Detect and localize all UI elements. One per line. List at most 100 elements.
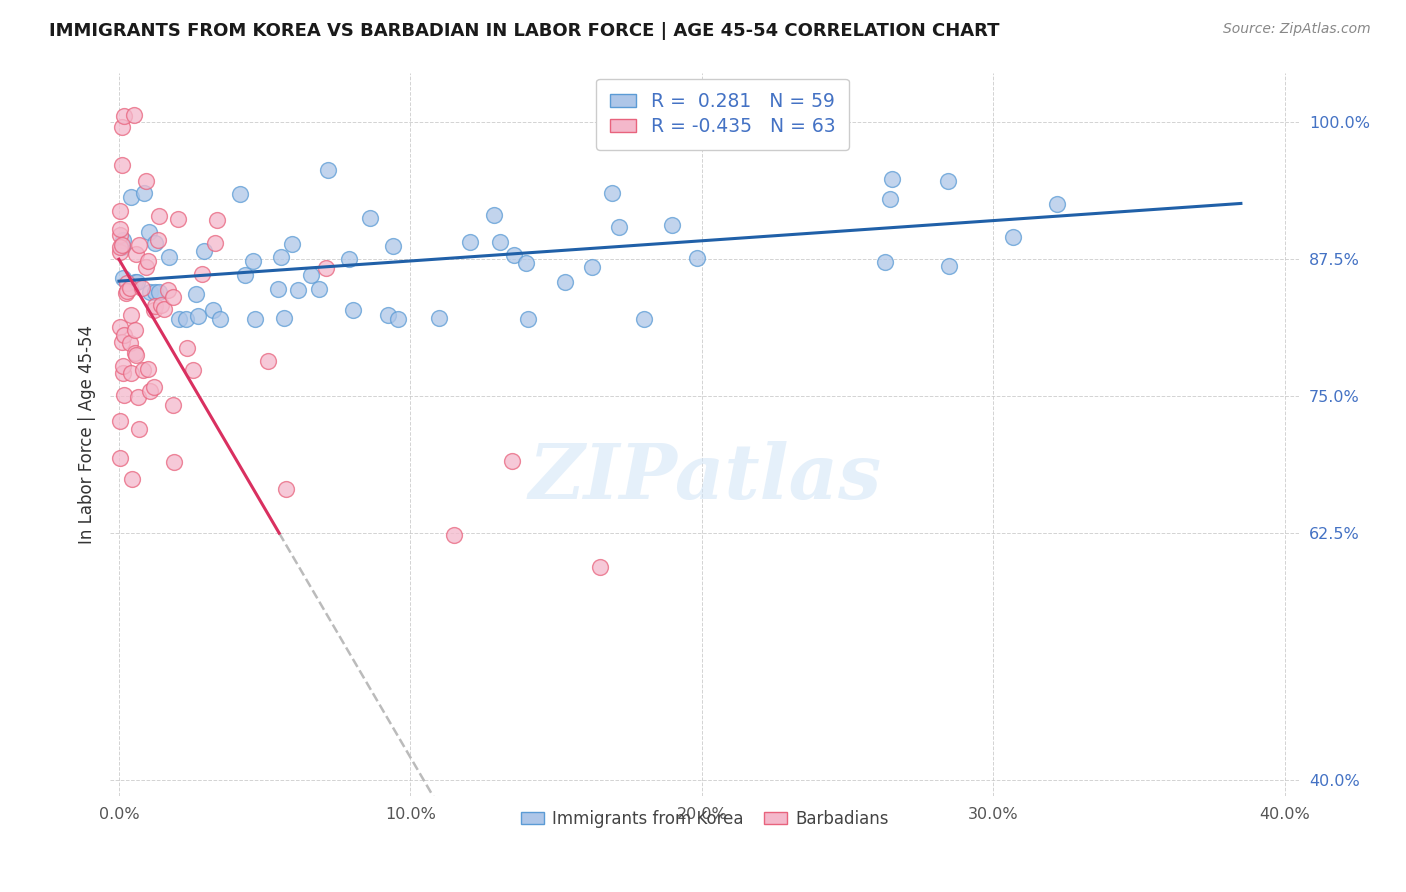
Point <box>267 282 290 296</box>
Point <box>273 310 295 325</box>
Point <box>875 254 897 268</box>
Point <box>554 275 576 289</box>
Point <box>110 240 132 254</box>
Point <box>1002 230 1025 244</box>
Point <box>127 390 149 404</box>
Point <box>149 298 172 312</box>
Point <box>337 252 360 267</box>
Point <box>110 320 132 334</box>
Point <box>110 203 132 218</box>
Point <box>205 213 228 227</box>
Point <box>242 253 264 268</box>
Point <box>184 287 207 301</box>
Point <box>148 285 170 299</box>
Point <box>257 354 280 368</box>
Point <box>121 472 143 486</box>
Point <box>120 308 142 322</box>
Point <box>270 250 292 264</box>
Point <box>879 192 901 206</box>
Point <box>135 260 157 275</box>
Point <box>112 388 135 402</box>
Point <box>110 244 132 259</box>
Point <box>142 379 165 393</box>
Point <box>111 238 134 252</box>
Point <box>176 312 198 326</box>
Point <box>111 334 134 349</box>
Point <box>359 211 381 225</box>
Point <box>443 528 465 542</box>
Point <box>281 236 304 251</box>
Text: ZIPatlas: ZIPatlas <box>529 441 882 515</box>
Point <box>377 309 399 323</box>
Point <box>124 323 146 337</box>
Point <box>112 327 135 342</box>
Point <box>204 236 226 251</box>
Point <box>208 312 231 326</box>
Point <box>131 281 153 295</box>
Point <box>299 268 322 282</box>
Point <box>134 174 156 188</box>
Point <box>124 275 146 289</box>
Point <box>139 384 162 398</box>
Point <box>202 302 225 317</box>
Point <box>382 239 405 253</box>
Point <box>136 253 159 268</box>
Point <box>193 244 215 259</box>
Point <box>139 285 162 300</box>
Point <box>166 211 188 226</box>
Point <box>589 560 612 574</box>
Point <box>661 218 683 232</box>
Point <box>600 186 623 200</box>
Point <box>115 285 138 299</box>
Point <box>484 208 506 222</box>
Point <box>458 235 481 250</box>
Y-axis label: In Labor Force | Age 45-54: In Labor Force | Age 45-54 <box>79 325 96 544</box>
Point <box>318 163 340 178</box>
Text: Source: ZipAtlas.com: Source: ZipAtlas.com <box>1223 22 1371 37</box>
Point <box>118 281 141 295</box>
Point <box>111 240 134 254</box>
Point <box>136 362 159 376</box>
Point <box>115 286 138 301</box>
Point <box>124 345 146 359</box>
Point <box>111 120 134 134</box>
Point <box>125 348 148 362</box>
Point <box>190 267 212 281</box>
Point <box>187 309 209 323</box>
Point <box>153 302 176 317</box>
Point <box>387 312 409 326</box>
Point <box>120 336 142 351</box>
Point <box>112 109 135 123</box>
Point <box>111 158 134 172</box>
Point <box>125 246 148 260</box>
Point <box>276 482 298 496</box>
Point <box>162 291 184 305</box>
Point <box>148 233 170 247</box>
Point <box>156 283 179 297</box>
Point <box>581 260 603 275</box>
Point <box>938 259 960 273</box>
Point <box>110 227 132 242</box>
Point <box>112 233 135 247</box>
Point <box>142 303 165 318</box>
Point <box>148 209 170 223</box>
Point <box>115 276 138 290</box>
Point <box>229 186 252 201</box>
Text: IMMIGRANTS FROM KOREA VS BARBADIAN IN LABOR FORCE | AGE 45-54 CORRELATION CHART: IMMIGRANTS FROM KOREA VS BARBADIAN IN LA… <box>49 22 1000 40</box>
Point <box>243 312 266 326</box>
Point <box>132 363 155 377</box>
Point <box>122 108 145 122</box>
Point <box>112 359 135 373</box>
Point <box>427 310 450 325</box>
Point <box>132 186 155 201</box>
Point <box>128 238 150 252</box>
Point <box>110 222 132 236</box>
Point <box>502 248 524 262</box>
Point <box>162 398 184 412</box>
Point <box>128 422 150 436</box>
Point <box>342 302 364 317</box>
Legend: Immigrants from Korea, Barbadians: Immigrants from Korea, Barbadians <box>513 804 896 835</box>
Point <box>515 256 537 270</box>
Point <box>936 173 959 187</box>
Point <box>686 251 709 265</box>
